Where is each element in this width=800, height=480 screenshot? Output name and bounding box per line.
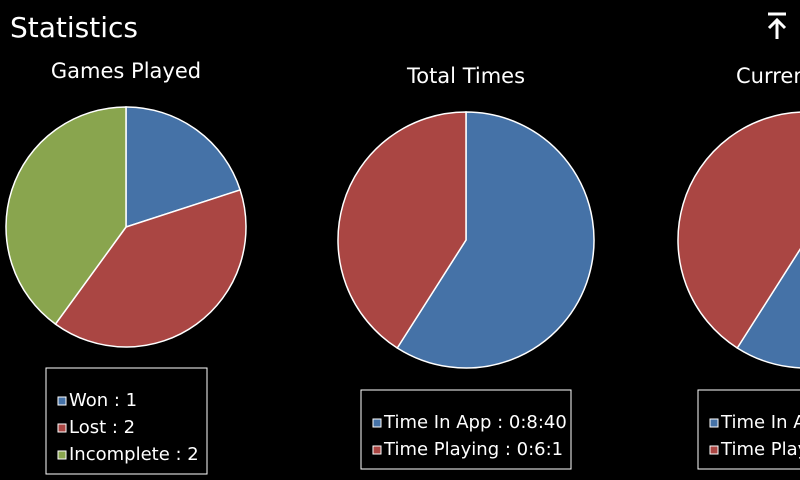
pie-chart: Games Played Won : 1 Lost : 2 Incomplete : … xyxy=(5,59,247,475)
pie-slice xyxy=(125,106,242,229)
pie-chart: Curren Time In A Time Play xyxy=(677,64,800,470)
legend-box xyxy=(360,389,572,470)
legend-swatch xyxy=(57,423,67,433)
chart-title: Games Played xyxy=(51,59,201,83)
pie-slice xyxy=(736,248,800,369)
legend-label: Lost : 2 xyxy=(69,417,135,438)
chart-title: Curren xyxy=(736,64,800,88)
legend-label: Time Play xyxy=(720,439,800,460)
legend-label: Won : 1 xyxy=(69,390,137,411)
pie-slice xyxy=(396,111,595,369)
scroll-top-button[interactable] xyxy=(767,12,787,39)
legend-swatch xyxy=(372,445,382,455)
legend-swatch xyxy=(372,418,382,428)
pie-slice xyxy=(337,111,467,350)
legend-label: Time In A xyxy=(720,412,800,433)
legend-swatch xyxy=(709,418,719,428)
pie-chart: Total Times Time In App : 0:8:40 Time Play… xyxy=(337,64,595,470)
pie-slice xyxy=(5,106,127,326)
legend-label: Time Playing : 0:6:1 xyxy=(383,439,563,460)
legend-swatch xyxy=(57,396,67,406)
pie-slice xyxy=(677,111,800,350)
legend-box xyxy=(45,367,208,475)
legend-swatch xyxy=(709,445,719,455)
page-title: Statistics xyxy=(10,11,138,44)
icon-head xyxy=(767,17,787,30)
legend-label: Incomplete : 2 xyxy=(69,444,199,465)
pie-slice xyxy=(54,188,247,348)
legend-label: Time In App : 0:8:40 xyxy=(383,412,567,433)
legend-box xyxy=(697,389,800,470)
legend-swatch xyxy=(57,450,67,460)
chart-title: Total Times xyxy=(406,64,525,88)
